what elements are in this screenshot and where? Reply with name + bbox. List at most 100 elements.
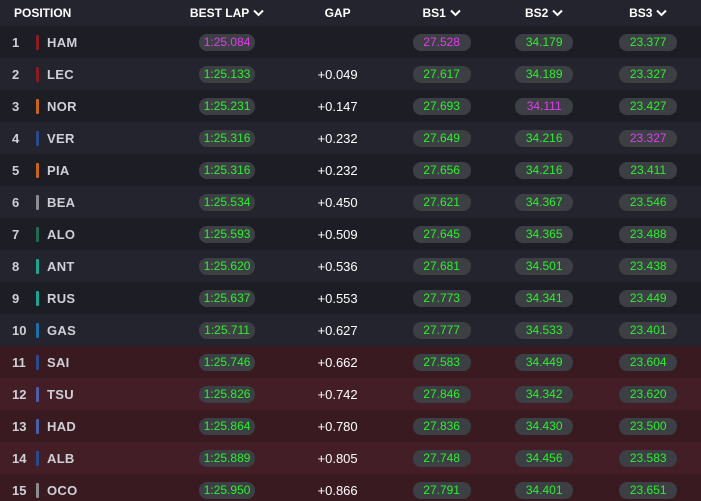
bs2-cell: 34.533 (493, 321, 596, 339)
gap-value: +0.450 (317, 194, 358, 210)
header-bs2-label: BS2 (525, 6, 549, 20)
team-color-bar (36, 418, 39, 434)
bs2-time: 34.365 (515, 225, 574, 243)
team-color-bar (36, 66, 39, 82)
position-cell: 4 VER (0, 130, 169, 146)
table-row[interactable]: 10 GAS 1:25.711 +0.627 27.777 34.533 23.401 (0, 314, 701, 346)
header-bs3[interactable]: BS3 (595, 6, 701, 20)
best-lap-cell: 1:25.711 (169, 321, 285, 339)
bs2-time: 34.341 (515, 289, 574, 307)
driver-code: RUS (47, 290, 76, 306)
bs1-time: 27.583 (412, 353, 471, 371)
table-row[interactable]: 8 ANT 1:25.620 +0.536 27.681 34.501 23.438 (0, 250, 701, 282)
bs1-time: 27.656 (412, 161, 471, 179)
bs1-time: 27.649 (412, 129, 471, 147)
table-row[interactable]: 7 ALO 1:25.593 +0.509 27.645 34.365 23.488 (0, 218, 701, 250)
driver-code: LEC (47, 66, 74, 82)
gap-value: +0.509 (317, 226, 358, 242)
table-row[interactable]: 5 PIA 1:25.316 +0.232 27.656 34.216 23.411 (0, 154, 701, 186)
bs2-cell: 34.367 (493, 193, 596, 211)
gap-cell: +0.147 (285, 99, 391, 114)
header-bs2[interactable]: BS2 (493, 6, 596, 20)
table-row[interactable]: 4 VER 1:25.316 +0.232 27.649 34.216 23.327 (0, 122, 701, 154)
bs3-cell: 23.377 (595, 33, 701, 51)
table-row[interactable]: 12 TSU 1:25.826 +0.742 27.846 34.342 23.620 (0, 378, 701, 410)
position-cell: 6 BEA (0, 194, 169, 210)
bs2-cell: 34.189 (493, 65, 596, 83)
bs1-time: 27.617 (412, 65, 471, 83)
best-lap-cell: 1:25.826 (169, 385, 285, 403)
bs2-time: 34.342 (515, 385, 574, 403)
bs2-cell: 34.342 (493, 385, 596, 403)
table-row[interactable]: 2 LEC 1:25.133 +0.049 27.617 34.189 23.327 (0, 58, 701, 90)
driver-code: HAD (47, 418, 77, 434)
driver-code: ALO (47, 226, 76, 242)
best-lap-cell: 1:25.316 (169, 129, 285, 147)
position-cell: 9 RUS (0, 290, 169, 306)
gap-value: +0.866 (317, 482, 358, 498)
bs3-cell: 23.583 (595, 449, 701, 467)
team-color-bar (36, 386, 39, 402)
bs1-time: 27.681 (412, 257, 471, 275)
bs1-time: 27.836 (412, 417, 471, 435)
gap-cell: +0.536 (285, 259, 391, 274)
bs1-cell: 27.583 (390, 353, 493, 371)
position-number: 8 (12, 258, 20, 274)
bs2-cell: 34.430 (493, 417, 596, 435)
header-bs1[interactable]: BS1 (390, 6, 493, 20)
position-number: 9 (12, 290, 20, 306)
best-lap-time: 1:25.593 (198, 225, 256, 243)
team-color-bar (36, 322, 39, 338)
bs1-cell: 27.649 (390, 129, 493, 147)
bs1-cell: 27.791 (390, 481, 493, 499)
header-best-lap-label: BEST LAP (189, 6, 250, 20)
driver-code: GAS (47, 322, 77, 338)
driver-code: ANT (47, 258, 75, 274)
table-row[interactable]: 11 SAI 1:25.746 +0.662 27.583 34.449 23.604 (0, 346, 701, 378)
team-color-bar (36, 258, 39, 274)
best-lap-time: 1:25.711 (199, 321, 256, 339)
bs1-time: 27.645 (412, 225, 471, 243)
bs2-time: 34.216 (515, 161, 574, 179)
bs2-time: 34.189 (515, 65, 574, 83)
table-row[interactable]: 3 NOR 1:25.231 +0.147 27.693 34.111 23.427 (0, 90, 701, 122)
best-lap-time: 1:25.889 (198, 449, 256, 467)
gap-value: +0.147 (317, 98, 358, 114)
table-row[interactable]: 15 OCO 1:25.950 +0.866 27.791 34.401 23.651 (0, 474, 701, 501)
chevron-down-icon (450, 9, 461, 17)
gap-value: +0.742 (317, 386, 358, 402)
best-lap-cell: 1:25.864 (169, 417, 285, 435)
bs1-time: 27.791 (412, 481, 471, 499)
best-lap-cell: 1:25.316 (169, 161, 285, 179)
table-row[interactable]: 6 BEA 1:25.534 +0.450 27.621 34.367 23.546 (0, 186, 701, 218)
driver-code: OCO (47, 482, 78, 498)
driver-code: SAI (47, 354, 70, 370)
gap-value: +0.049 (317, 66, 358, 82)
bs1-cell: 27.681 (390, 257, 493, 275)
position-number: 15 (12, 482, 27, 498)
header-best-lap[interactable]: BEST LAP (169, 6, 285, 20)
gap-value: +0.232 (317, 130, 358, 146)
bs1-time: 27.773 (412, 289, 471, 307)
position-cell: 11 SAI (0, 354, 169, 370)
best-lap-time: 1:25.637 (198, 289, 256, 307)
position-number: 3 (12, 98, 20, 114)
position-number: 2 (12, 66, 20, 82)
table-row[interactable]: 1 HAM 1:25.084 27.528 34.179 23.377 (0, 26, 701, 58)
gap-cell: +0.509 (285, 227, 391, 242)
team-color-bar (36, 98, 39, 114)
bs3-time: 23.438 (619, 257, 678, 275)
position-number: 14 (12, 450, 27, 466)
bs3-time: 23.604 (619, 353, 678, 371)
best-lap-time: 1:25.316 (198, 129, 256, 147)
gap-value: +0.536 (317, 258, 358, 274)
gap-value: +0.805 (317, 450, 358, 466)
table-row[interactable]: 14 ALB 1:25.889 +0.805 27.748 34.456 23.583 (0, 442, 701, 474)
bs3-time: 23.583 (619, 449, 678, 467)
table-row[interactable]: 13 HAD 1:25.864 +0.780 27.836 34.430 23.500 (0, 410, 701, 442)
bs2-cell: 34.341 (493, 289, 596, 307)
bs2-cell: 34.401 (493, 481, 596, 499)
table-row[interactable]: 9 RUS 1:25.637 +0.553 27.773 34.341 23.449 (0, 282, 701, 314)
bs1-cell: 27.621 (390, 193, 493, 211)
team-color-bar (36, 162, 39, 178)
